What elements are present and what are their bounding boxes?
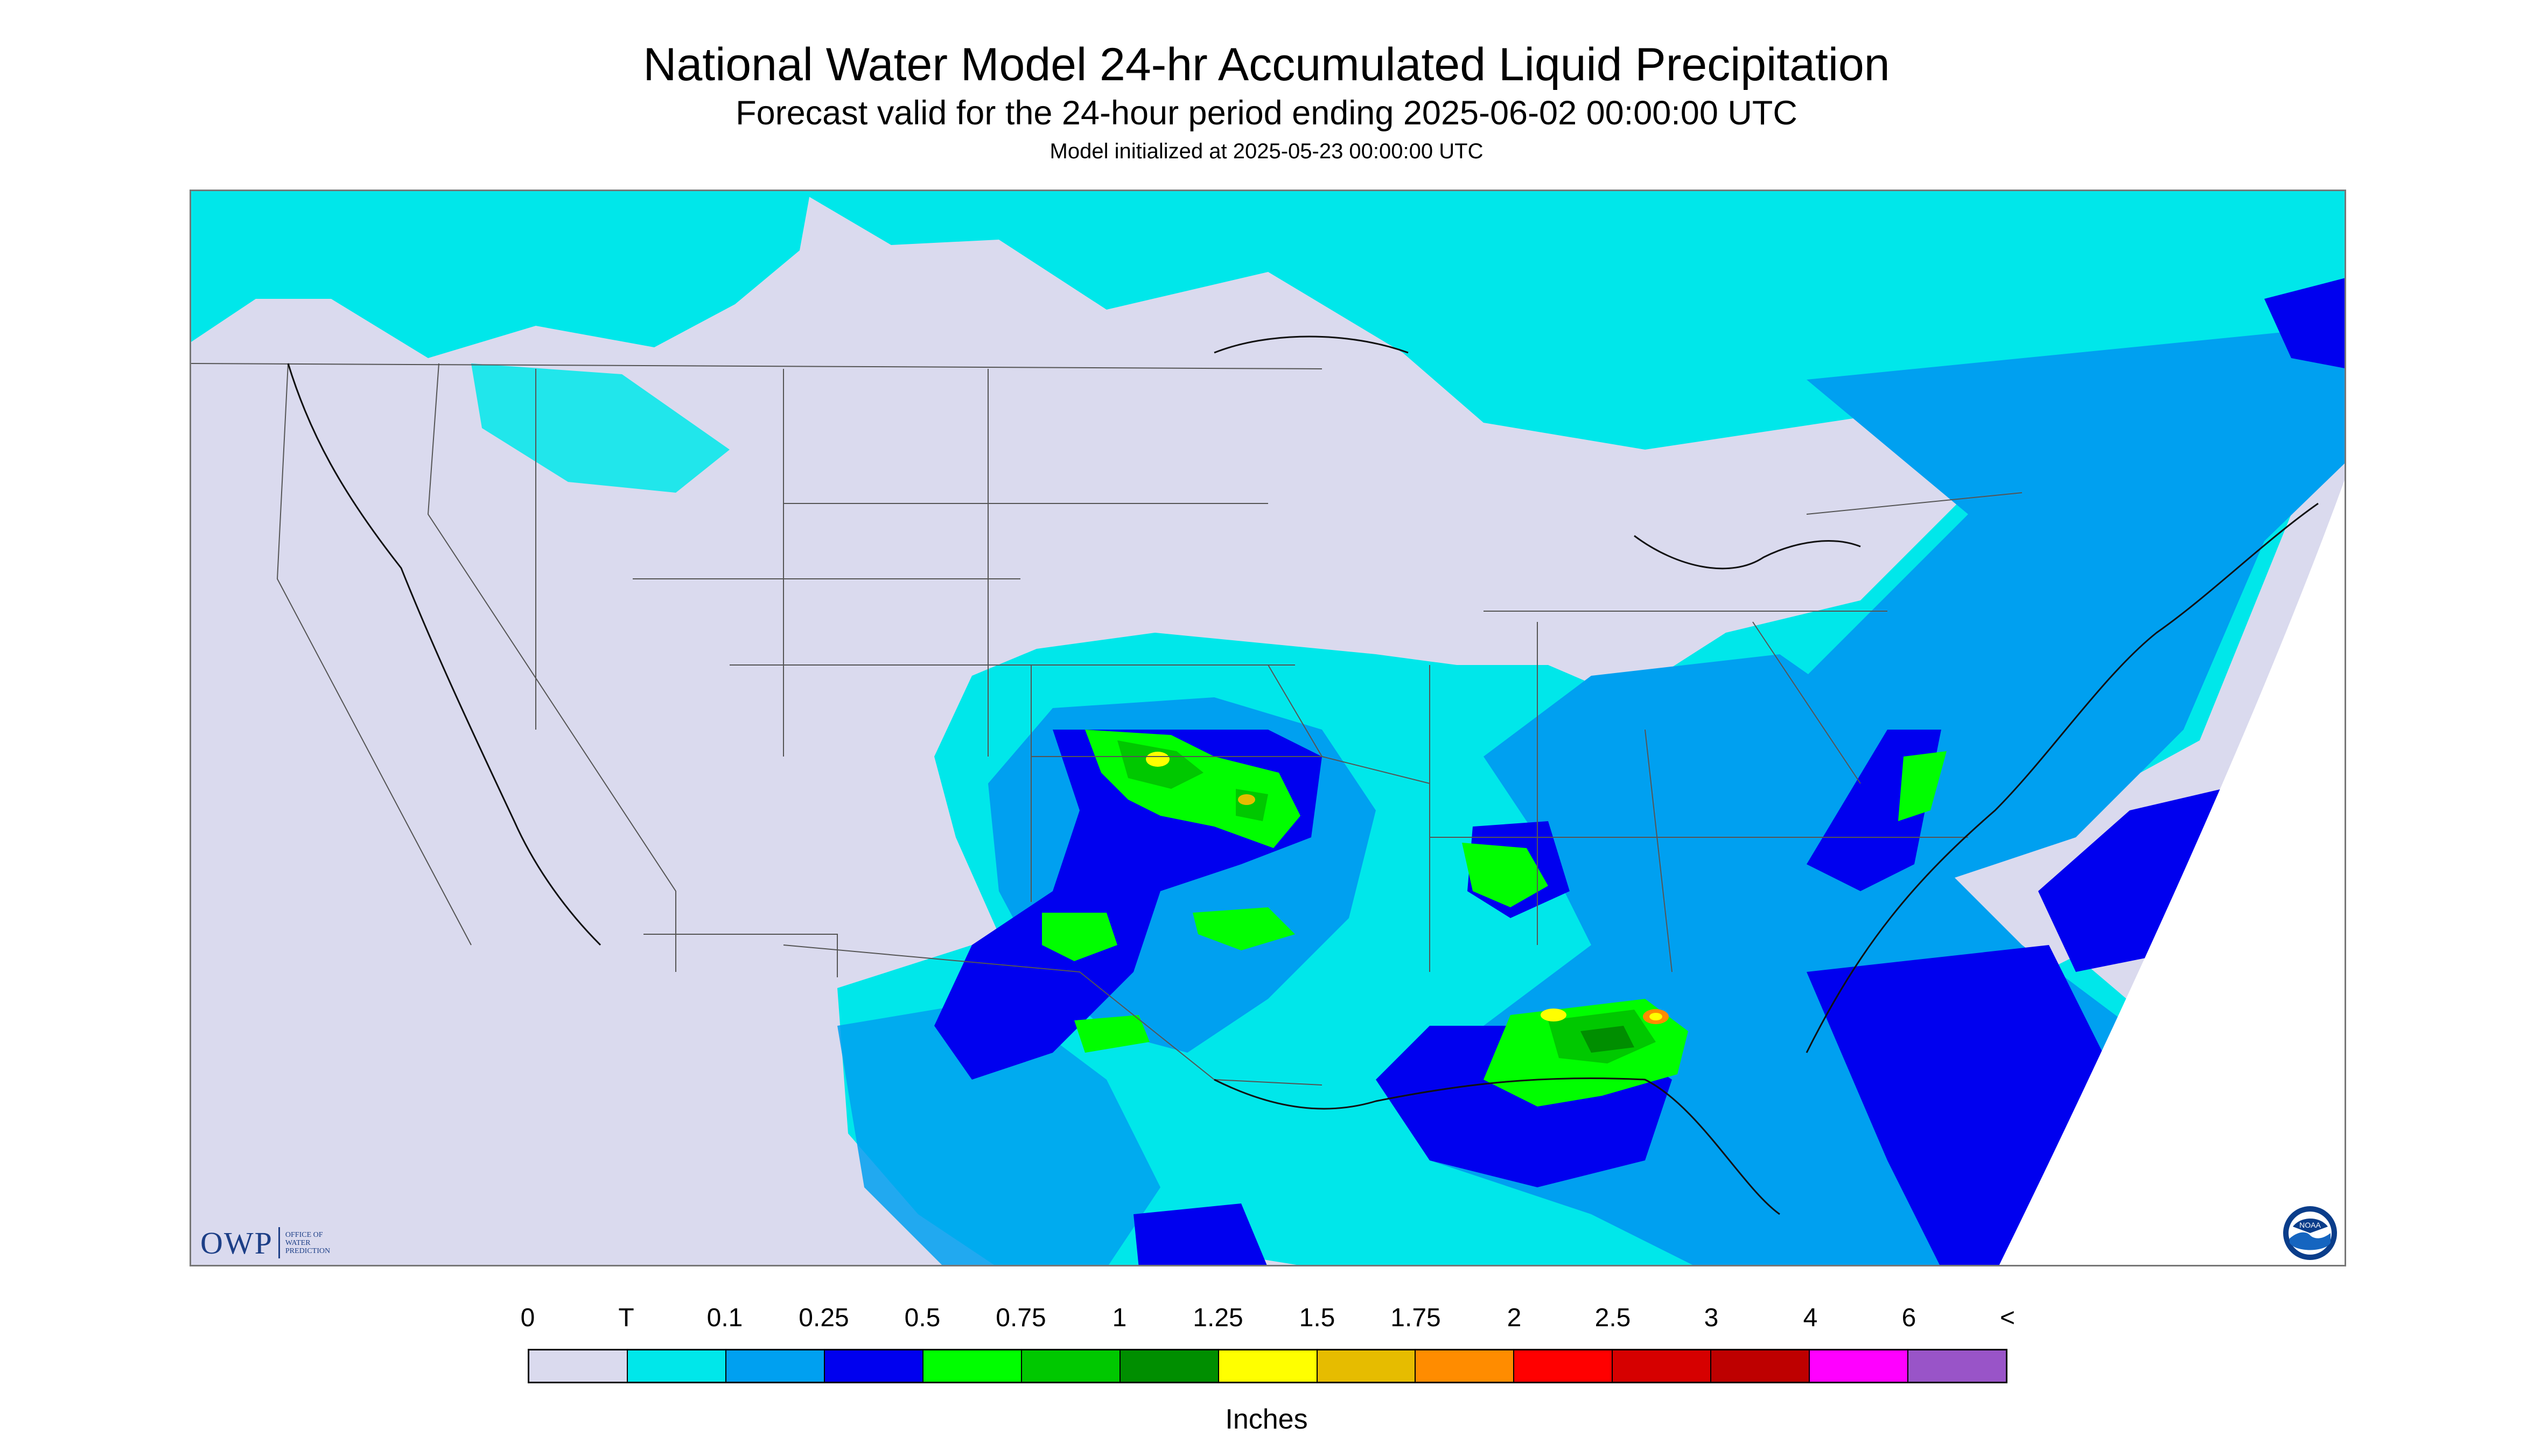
west-domain-mask	[191, 590, 470, 1265]
legend-label: 1	[1112, 1304, 1127, 1332]
owp-separator	[278, 1227, 280, 1258]
map-subtitle: Forecast valid for the 24-hour period en…	[736, 94, 1797, 132]
colorbar-swatch	[726, 1350, 825, 1382]
legend-label: <	[1999, 1304, 2016, 1332]
colorbar-swatch	[1120, 1350, 1219, 1382]
colorbar-swatch	[1711, 1350, 1810, 1382]
owp-office-line-1: OFFICE OF	[285, 1230, 323, 1239]
colorbar-swatch	[1416, 1350, 1515, 1382]
legend-label: T	[618, 1304, 634, 1332]
legend-label: 4	[1803, 1304, 1818, 1332]
state-boundaries	[191, 363, 2023, 1086]
precip-high-layer	[1146, 752, 1669, 1024]
colorbar-swatch	[1021, 1350, 1121, 1382]
legend-label: 2.5	[1594, 1304, 1631, 1332]
legend-label: 1.75	[1390, 1304, 1441, 1332]
colorbar-swatch	[824, 1350, 923, 1382]
colorbar-swatch	[1317, 1350, 1416, 1382]
owp-wordmark: OWP	[200, 1225, 273, 1261]
colorbar-swatch	[1810, 1350, 1909, 1382]
noaa-logo: NOAA	[2283, 1206, 2337, 1260]
colorbar-swatch	[627, 1350, 726, 1382]
precipitation-map	[190, 190, 2346, 1266]
owp-office-line-2: WATER	[285, 1238, 311, 1247]
legend-label: 1.25	[1193, 1304, 1243, 1332]
legend-units: Inches	[1225, 1404, 1308, 1435]
colorbar-swatch	[529, 1350, 628, 1382]
legend-labels: 0 T 0.1 0.25 0.5 0.75 1 1.25 1.5 1.75 2 …	[0, 1303, 2533, 1335]
legend-label: 2	[1507, 1304, 1522, 1332]
owp-office-name: OFFICE OF WATER PREDICTION	[285, 1231, 330, 1255]
legend-label: 0.5	[904, 1304, 941, 1332]
owp-office-line-3: PREDICTION	[285, 1247, 331, 1255]
noaa-text: NOAA	[2299, 1221, 2321, 1229]
map-canvas	[191, 191, 2345, 1265]
legend-label: 0.75	[996, 1304, 1046, 1332]
colorbar-swatch	[1219, 1350, 1318, 1382]
colorbar-swatch	[1613, 1350, 1712, 1382]
legend-label: 3	[1704, 1304, 1719, 1332]
owp-logo: OWP OFFICE OF WATER PREDICTION	[200, 1225, 330, 1261]
legend-label: 0	[520, 1304, 535, 1332]
colorbar-swatch	[1908, 1350, 2006, 1382]
precipitation-colorbar	[528, 1349, 2007, 1383]
coastlines	[287, 335, 2319, 1215]
precip-1-layer	[1580, 1026, 1634, 1053]
legend-label: 1.5	[1299, 1304, 1335, 1332]
colorbar-swatch	[923, 1350, 1022, 1382]
legend-label: 0.1	[706, 1304, 743, 1332]
model-init-time: Model initialized at 2025-05-23 00:00:00…	[1049, 139, 1484, 163]
legend-label: 0.25	[799, 1304, 849, 1332]
map-title: National Water Model 24-hr Accumulated L…	[643, 39, 1890, 90]
colorbar-swatch	[1514, 1350, 1613, 1382]
east-domain-mask	[1999, 480, 2345, 1265]
legend-label: 6	[1901, 1304, 1916, 1332]
